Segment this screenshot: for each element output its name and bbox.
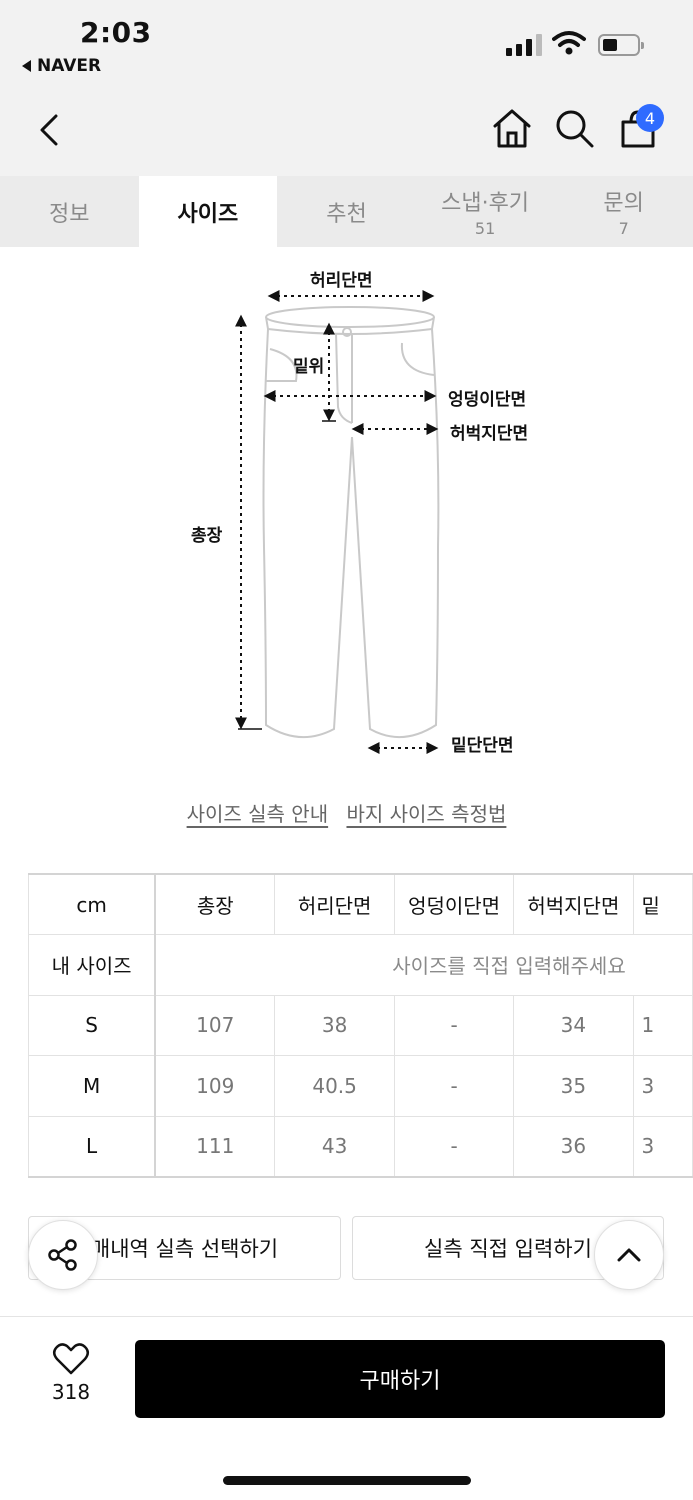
tab-count: 51 <box>474 219 496 238</box>
status-bar: 2:03 NAVER <box>0 0 693 92</box>
heart-icon <box>53 1343 89 1375</box>
cell-thigh: 34 <box>513 994 634 1056</box>
label-rise: 밑위 <box>293 357 325 377</box>
table-row: L 111 43 - 36 3 <box>28 1115 693 1178</box>
cell-length: 107 <box>154 994 276 1056</box>
like-count: 318 <box>51 1380 91 1404</box>
battery-icon <box>598 34 644 56</box>
pants-illustration <box>235 290 440 754</box>
scroll-top-button[interactable] <box>594 1220 664 1290</box>
tab-label: 추천 <box>326 201 367 227</box>
tab-snap-review[interactable]: 스냅·후기 51 <box>416 176 555 247</box>
cell-hip: - <box>393 994 515 1056</box>
back-arrow-icon[interactable] <box>30 108 74 152</box>
cell-hem: 3 <box>632 1115 693 1178</box>
size-diagram: 허리단면 밑위 엉덩이단면 허벅지단면 총장 밑단단면 <box>0 247 693 767</box>
tab-label: 스냅·후기 <box>441 191 530 216</box>
measure-howto-link[interactable]: 바지 사이즈 측정법 <box>346 802 507 826</box>
cell-waist: 40.5 <box>274 1055 395 1117</box>
tab-info[interactable]: 정보 <box>0 176 139 247</box>
status-time: 2:03 <box>80 16 152 49</box>
cell-waist: 43 <box>274 1115 395 1178</box>
cell-length: 111 <box>154 1115 276 1178</box>
tab-recommend[interactable]: 추천 <box>277 176 416 247</box>
label-thigh: 허벅지단면 <box>450 424 529 444</box>
tab-label: 사이즈 <box>177 201 239 227</box>
table-row: M 109 40.5 - 35 3 <box>28 1055 693 1117</box>
back-to-app[interactable]: NAVER <box>22 56 101 76</box>
share-button[interactable] <box>28 1220 98 1290</box>
label-hip: 엉덩이단면 <box>448 390 527 410</box>
app-header <box>0 92 693 176</box>
header-unit: cm <box>28 873 157 935</box>
cell-hem: 3 <box>632 1055 693 1117</box>
tab-label: 정보 <box>49 201 90 227</box>
back-app-label: NAVER <box>37 56 102 76</box>
my-size-input[interactable]: 사이즈를 직접 입력해주세요 <box>154 934 693 996</box>
wifi-icon <box>552 31 586 55</box>
label-length: 총장 <box>191 526 223 546</box>
select-history-label: 매내역 실측 선택하기 <box>90 1237 279 1261</box>
cell-hem: 1 <box>632 994 693 1056</box>
table-header-row: cm 총장 허리단면 엉덩이단면 허벅지단면 밑 <box>28 873 693 935</box>
bottom-divider <box>0 1316 693 1317</box>
home-indicator <box>223 1476 471 1485</box>
search-icon[interactable] <box>552 106 596 150</box>
size-guide-links: 사이즈 실측 안내 바지 사이즈 측정법 <box>0 798 693 827</box>
cell-length: 109 <box>154 1055 276 1117</box>
tab-size[interactable]: 사이즈 <box>138 176 278 247</box>
chevron-up-icon <box>617 1248 641 1262</box>
tab-inquiry[interactable]: 문의 7 <box>554 176 693 247</box>
tab-label: 문의 <box>603 191 644 216</box>
my-size-label: 내 사이즈 <box>28 934 157 996</box>
size-label: L <box>28 1115 157 1178</box>
size-label: S <box>28 994 157 1056</box>
header-length: 총장 <box>154 873 276 935</box>
cell-hip: - <box>393 1115 515 1178</box>
share-icon <box>48 1239 77 1271</box>
header-waist: 허리단면 <box>274 873 395 935</box>
cell-waist: 38 <box>274 994 395 1056</box>
cell-hip: - <box>393 1055 515 1117</box>
cart-count-badge: 4 <box>636 104 664 132</box>
header-hip: 엉덩이단면 <box>393 873 515 935</box>
buy-label: 구매하기 <box>359 1369 441 1394</box>
home-icon[interactable] <box>490 106 534 150</box>
tab-count: 7 <box>618 219 629 238</box>
product-tabs: 정보 사이즈 추천 스냅·후기 51 문의 7 <box>0 176 693 247</box>
size-guide-link[interactable]: 사이즈 실측 안내 <box>186 802 329 826</box>
my-size-row: 내 사이즈 사이즈를 직접 입력해주세요 <box>28 934 693 996</box>
label-waist: 허리단면 <box>310 271 373 291</box>
back-triangle-icon <box>22 60 31 72</box>
table-row: S 107 38 - 34 1 <box>28 994 693 1056</box>
header-hem: 밑 <box>632 873 693 935</box>
cellular-signal-icon <box>506 34 542 56</box>
size-table: cm 총장 허리단면 엉덩이단면 허벅지단면 밑 내 사이즈 사이즈를 직접 입… <box>28 873 693 1178</box>
cell-thigh: 35 <box>513 1055 634 1117</box>
label-hem: 밑단단면 <box>451 736 514 756</box>
size-label: M <box>28 1055 157 1117</box>
cell-thigh: 36 <box>513 1115 634 1178</box>
like-button[interactable]: 318 <box>36 1342 106 1422</box>
buy-button[interactable]: 구매하기 <box>135 1340 665 1418</box>
header-thigh: 허벅지단면 <box>513 873 634 935</box>
direct-input-label: 실측 직접 입력하기 <box>424 1237 592 1261</box>
